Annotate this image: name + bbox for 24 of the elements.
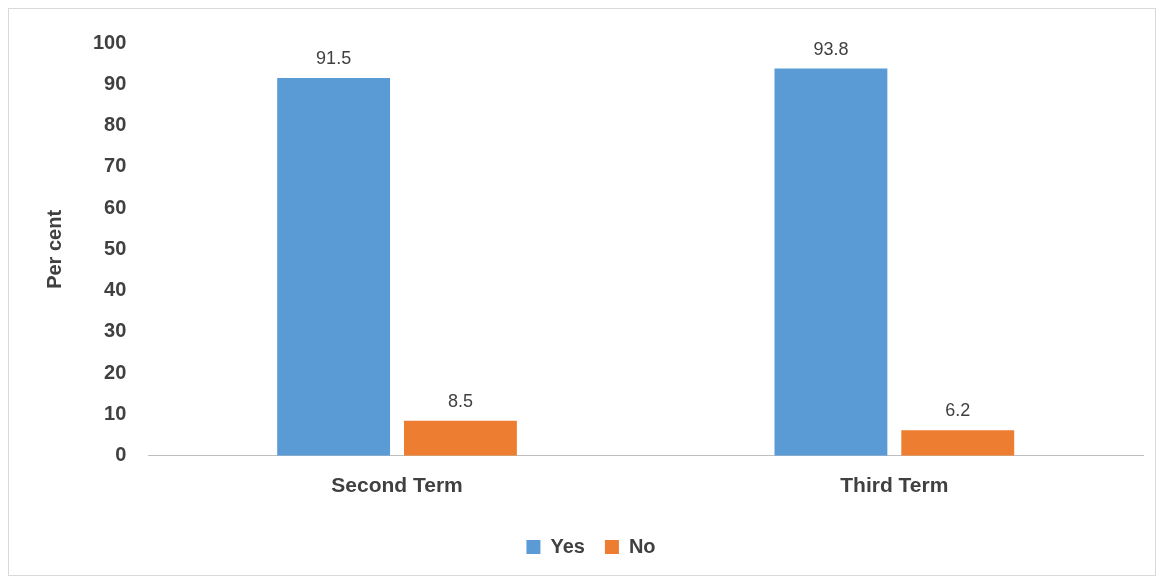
bar	[277, 78, 391, 456]
legend-label: No	[628, 534, 656, 557]
y-tick-label: 70	[104, 154, 127, 177]
y-tick-label: 0	[115, 443, 127, 466]
y-tick-label: 30	[104, 319, 127, 342]
data-label: 91.5	[316, 48, 352, 69]
y-tick-label: 80	[104, 113, 127, 136]
x-tick-label: Third Term	[840, 473, 949, 497]
y-tick-label: 10	[104, 402, 127, 425]
bar	[901, 430, 1015, 456]
legend-label: Yes	[550, 534, 585, 557]
y-tick-label: 20	[104, 360, 127, 383]
y-axis-title: Per cent	[42, 209, 65, 289]
x-tick-label: Second Term	[331, 473, 463, 497]
y-tick-label: 100	[92, 30, 127, 53]
data-label: 8.5	[447, 390, 473, 411]
y-tick-label: 50	[104, 236, 127, 259]
y-tick-label: 40	[104, 278, 127, 301]
bar	[404, 420, 517, 456]
data-label: 93.8	[813, 38, 849, 59]
y-tick-label: 60	[104, 195, 127, 218]
y-tick-label: 90	[104, 71, 127, 94]
bar	[774, 68, 888, 456]
data-label: 6.2	[945, 400, 971, 421]
